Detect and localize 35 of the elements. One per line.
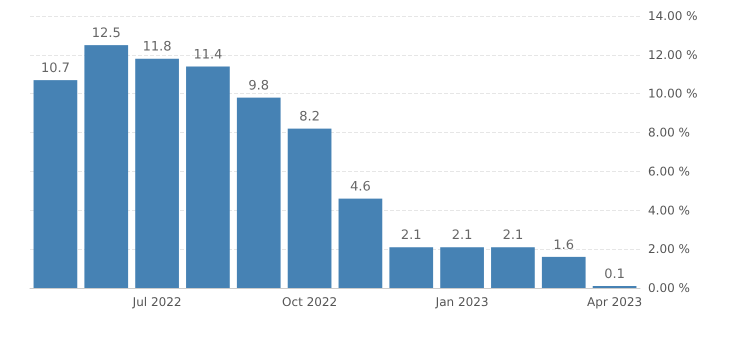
bar bbox=[186, 66, 230, 288]
y-tick-label: 2.00 % bbox=[648, 242, 690, 256]
data-label: 11.4 bbox=[193, 48, 222, 63]
data-label: 0.1 bbox=[604, 267, 625, 282]
bar bbox=[491, 247, 535, 288]
data-label: 2.1 bbox=[452, 228, 472, 244]
bar bbox=[135, 58, 179, 288]
y-tick-label: 12.00 % bbox=[648, 48, 698, 62]
y-tick-label: 6.00 % bbox=[648, 164, 690, 178]
x-tick-label: Jan 2023 bbox=[434, 295, 489, 309]
x-tick-label: Oct 2022 bbox=[282, 295, 338, 309]
data-label: 8.2 bbox=[299, 110, 320, 125]
bar bbox=[338, 198, 382, 288]
data-label: 4.6 bbox=[350, 180, 371, 195]
y-tick-label: 10.00 % bbox=[648, 86, 698, 101]
bar bbox=[236, 98, 281, 288]
bar bbox=[84, 45, 128, 288]
data-label: 12.5 bbox=[92, 26, 121, 42]
bar bbox=[542, 256, 586, 288]
bar bbox=[440, 247, 484, 288]
y-tick-label: 8.00 % bbox=[648, 126, 690, 140]
data-label: 11.8 bbox=[142, 40, 172, 55]
data-label: 1.6 bbox=[553, 238, 574, 253]
bar bbox=[288, 128, 332, 288]
data-label: 2.1 bbox=[400, 228, 422, 244]
bar bbox=[34, 80, 78, 288]
bar bbox=[389, 247, 434, 288]
y-tick-label: 14.00 % bbox=[648, 9, 698, 23]
data-label: 10.7 bbox=[40, 61, 70, 76]
data-label: 9.8 bbox=[248, 78, 270, 94]
data-label: 2.1 bbox=[502, 228, 524, 244]
y-tick-label: 0.00 % bbox=[648, 281, 690, 295]
x-tick-label: Jul 2022 bbox=[132, 295, 182, 309]
x-tick-label: Apr 2023 bbox=[587, 295, 642, 309]
y-tick-label: 4.00 % bbox=[648, 203, 690, 218]
